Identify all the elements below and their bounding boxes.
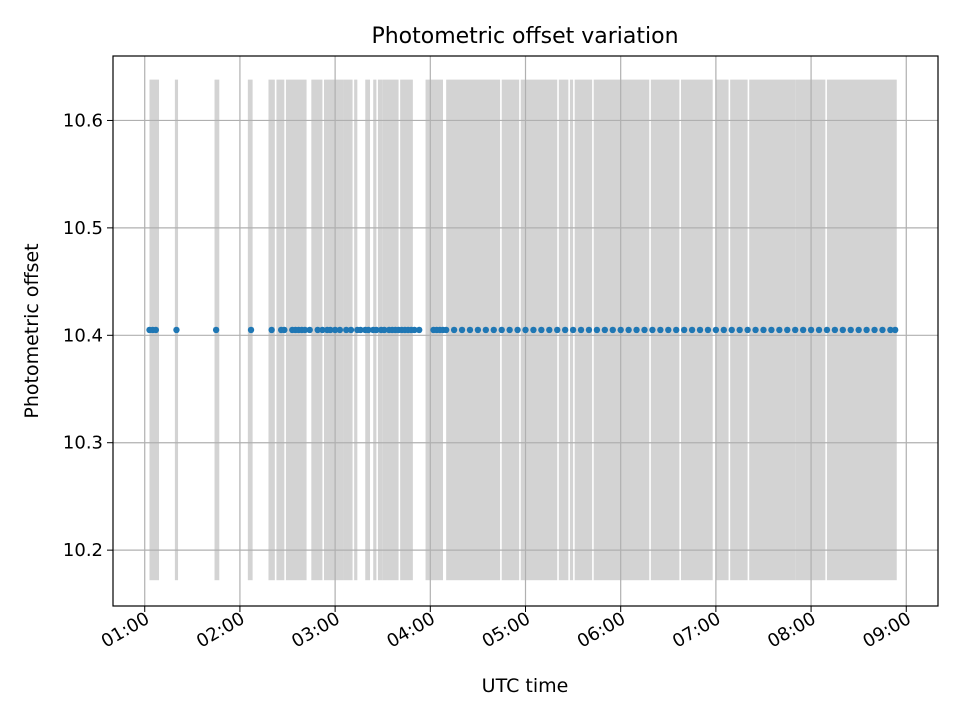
data-point xyxy=(720,326,728,334)
data-point xyxy=(823,326,831,334)
data-point xyxy=(831,326,839,334)
data-point xyxy=(601,326,609,334)
data-point xyxy=(554,326,561,334)
data-point xyxy=(498,326,505,334)
y-tick-label: 10.6 xyxy=(63,110,103,131)
data-point xyxy=(815,326,823,334)
data-point xyxy=(268,326,275,334)
data-point xyxy=(561,326,569,334)
data-point xyxy=(792,326,799,334)
data-point xyxy=(887,326,894,334)
data-point xyxy=(281,326,288,334)
data-point xyxy=(863,326,870,334)
data-point xyxy=(212,326,220,334)
data-point xyxy=(306,326,313,334)
data-point xyxy=(799,326,807,334)
data-point xyxy=(365,326,372,334)
data-point xyxy=(712,326,720,334)
data-point xyxy=(314,326,321,334)
data-point xyxy=(474,326,482,334)
data-point xyxy=(546,326,553,334)
data-point xyxy=(855,326,862,334)
data-point xyxy=(416,326,423,334)
data-point xyxy=(331,326,339,334)
data-point xyxy=(373,326,380,334)
data-point xyxy=(343,326,350,334)
data-point xyxy=(347,326,355,334)
data-point xyxy=(381,326,388,334)
data-point xyxy=(768,326,775,334)
data-point xyxy=(357,326,364,334)
data-point xyxy=(442,326,450,334)
chart-title: Photometric offset variation xyxy=(371,24,678,49)
data-point xyxy=(336,326,344,334)
grid-lines xyxy=(113,56,938,606)
data-point xyxy=(490,326,497,334)
data-point xyxy=(847,326,854,334)
data-point xyxy=(871,326,878,334)
y-tick-label: 10.4 xyxy=(63,325,103,346)
data-point xyxy=(752,326,759,334)
data-point xyxy=(807,326,815,334)
data-point xyxy=(879,326,886,334)
y-axis-ticks: 10.2 10.3 10.4 10.5 10.6 xyxy=(63,110,113,561)
data-point xyxy=(506,326,513,334)
data-point xyxy=(152,326,160,334)
data-point xyxy=(319,326,326,334)
data-point xyxy=(760,326,767,334)
y-axis-label: Photometric offset xyxy=(21,243,43,418)
data-point xyxy=(173,326,180,334)
data-point xyxy=(327,326,334,334)
data-point xyxy=(688,326,696,334)
data-point xyxy=(776,326,783,334)
data-point xyxy=(482,326,490,334)
data-point xyxy=(839,326,847,334)
data-point xyxy=(577,326,585,334)
x-axis-label: UTC time xyxy=(482,675,569,697)
data-point xyxy=(744,326,751,334)
data-point xyxy=(696,326,704,334)
data-point xyxy=(466,326,474,334)
data-point xyxy=(891,326,899,334)
data-point xyxy=(593,326,601,334)
data-point xyxy=(301,326,309,334)
data-point xyxy=(625,326,632,334)
data-point xyxy=(665,326,672,334)
data-point xyxy=(569,326,577,334)
y-tick-label: 10.5 xyxy=(63,218,103,239)
data-point xyxy=(458,326,466,334)
data-point xyxy=(585,326,593,334)
data-points xyxy=(146,326,899,334)
data-point xyxy=(657,326,664,334)
data-point xyxy=(450,326,458,334)
data-point xyxy=(538,326,545,334)
data-point xyxy=(514,326,521,334)
data-point xyxy=(673,326,680,334)
y-tick-label: 10.2 xyxy=(63,540,103,561)
data-point xyxy=(736,326,743,334)
y-tick-label: 10.3 xyxy=(63,433,103,454)
data-point xyxy=(784,326,791,334)
data-point xyxy=(609,326,616,334)
data-point xyxy=(522,326,529,334)
data-point xyxy=(411,326,418,334)
data-point xyxy=(247,326,255,334)
data-point xyxy=(680,326,688,334)
data-point xyxy=(633,326,640,334)
data-point xyxy=(530,326,537,334)
data-point xyxy=(617,326,624,334)
data-point xyxy=(728,326,735,334)
data-point xyxy=(649,326,656,334)
data-point xyxy=(704,326,712,334)
data-point xyxy=(641,326,648,334)
